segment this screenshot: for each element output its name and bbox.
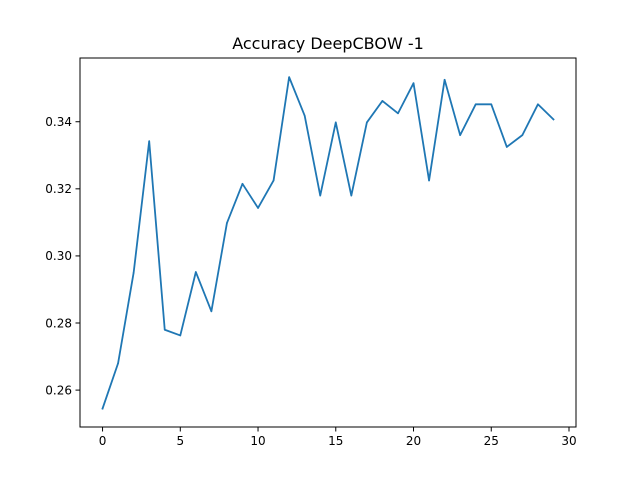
data-point xyxy=(506,146,508,148)
data-point xyxy=(428,179,430,182)
x-tick-label: 5 xyxy=(176,434,184,448)
y-tick-label: 0.30 xyxy=(45,249,72,263)
data-point xyxy=(521,134,524,136)
data-point xyxy=(537,103,539,106)
data-point xyxy=(319,194,322,197)
data-point xyxy=(179,334,182,337)
y-tick-label: 0.26 xyxy=(45,383,72,397)
data-point xyxy=(101,407,104,410)
data-point xyxy=(474,103,477,106)
data-point xyxy=(350,194,353,197)
plot-area xyxy=(101,76,555,410)
data-point xyxy=(490,103,493,106)
data-point xyxy=(195,271,197,273)
data-point xyxy=(443,79,446,81)
data-point xyxy=(257,207,259,209)
y-tick-label: 0.34 xyxy=(45,115,72,129)
x-tick-label: 20 xyxy=(406,434,421,448)
data-point xyxy=(117,362,119,365)
data-point xyxy=(288,76,290,78)
y-tick-label: 0.32 xyxy=(45,182,72,196)
data-point xyxy=(148,140,150,142)
x-tick-label: 0 xyxy=(99,434,107,448)
data-point xyxy=(459,134,461,136)
x-axis-ticks: 0 5 10 15 20 25 30 xyxy=(99,427,577,448)
data-point xyxy=(303,114,306,117)
series-line xyxy=(101,76,555,410)
data-point xyxy=(552,118,555,121)
data-point xyxy=(226,222,228,224)
data-point xyxy=(397,112,399,115)
data-point xyxy=(163,328,166,331)
x-tick-label: 30 xyxy=(561,434,576,448)
data-point xyxy=(210,310,213,313)
x-tick-label: 25 xyxy=(484,434,499,448)
axes-frame xyxy=(79,57,577,428)
y-tick-label: 0.28 xyxy=(45,316,72,330)
data-point xyxy=(241,182,244,185)
data-point xyxy=(381,100,384,102)
data-points xyxy=(101,76,555,410)
data-point xyxy=(272,179,275,182)
x-tick-label: 10 xyxy=(250,434,265,448)
data-point xyxy=(132,271,135,274)
data-point xyxy=(366,121,368,124)
data-point xyxy=(412,82,415,84)
y-axis-ticks: 0.26 0.28 0.30 0.32 0.34 xyxy=(45,115,80,397)
x-tick-label: 15 xyxy=(328,434,343,448)
chart-title: Accuracy DeepCBOW -1 xyxy=(232,34,424,53)
data-point xyxy=(334,121,337,124)
